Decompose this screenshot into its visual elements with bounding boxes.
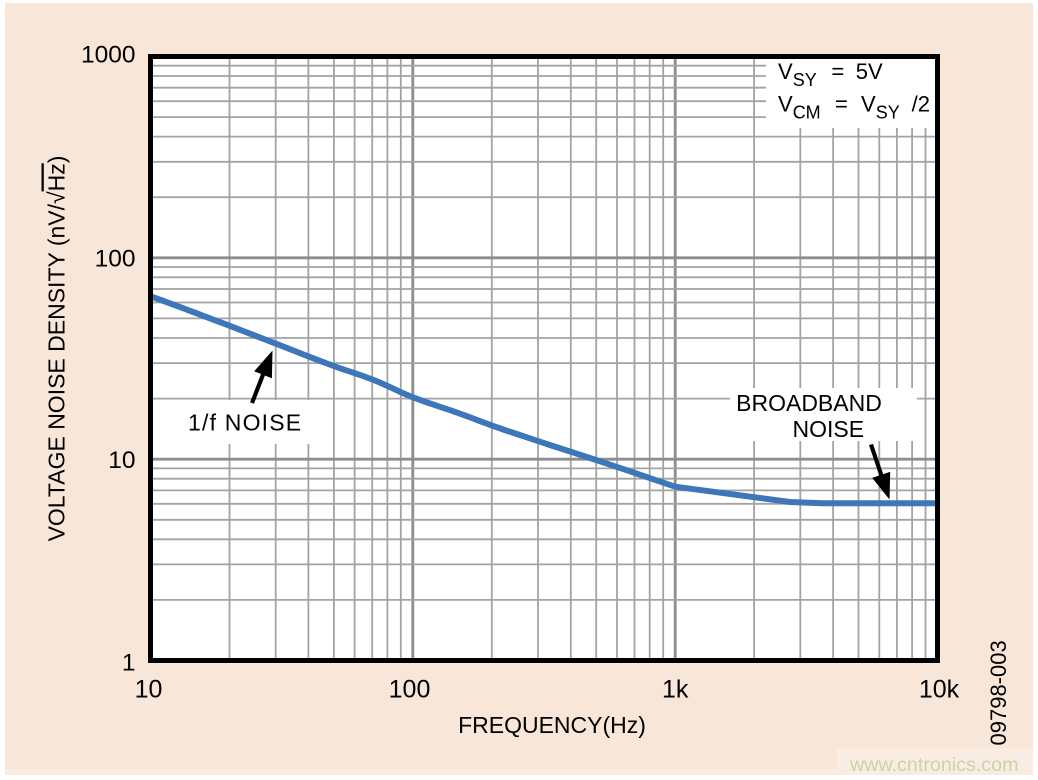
- svg-text:100: 100: [95, 246, 136, 273]
- svg-text:FREQUENCY(Hz): FREQUENCY(Hz): [458, 712, 646, 738]
- svg-text:1: 1: [122, 650, 136, 677]
- svg-text:09798-003: 09798-003: [986, 640, 1011, 745]
- svg-text:BROADBAND: BROADBAND: [736, 390, 882, 416]
- svg-text:10: 10: [108, 447, 135, 474]
- svg-text:10: 10: [135, 676, 163, 704]
- svg-text:VOLTAGE NOISE DENSITY (nV/√Hz): VOLTAGE NOISE DENSITY (nV/√Hz): [44, 156, 70, 542]
- svg-text:1000: 1000: [81, 42, 136, 69]
- svg-text:1/f NOISE: 1/f NOISE: [188, 410, 302, 436]
- svg-text:100: 100: [389, 676, 431, 704]
- svg-text:NOISE: NOISE: [793, 416, 865, 442]
- svg-text:www.cntronics.com: www.cntronics.com: [849, 754, 1018, 776]
- svg-text:10k: 10k: [919, 676, 960, 704]
- svg-text:1k: 1k: [662, 676, 689, 704]
